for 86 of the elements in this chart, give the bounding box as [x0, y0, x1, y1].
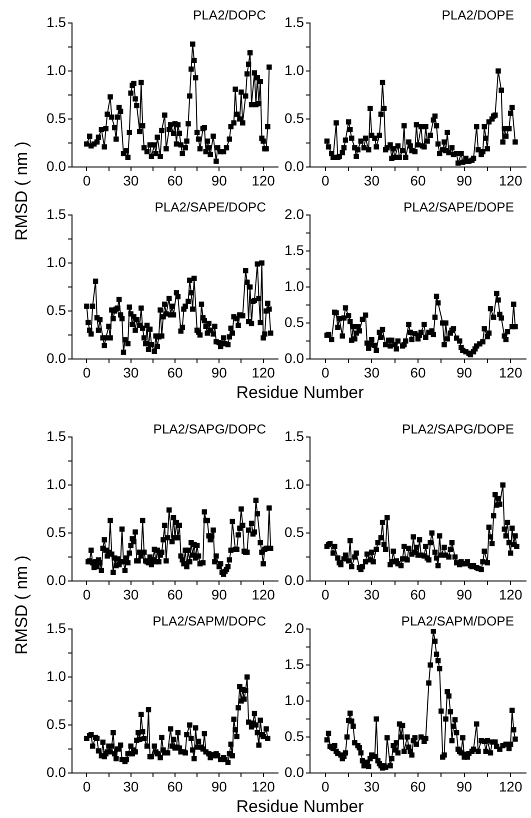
x-tick-label: 90	[211, 172, 228, 188]
x-tick-label: 60	[410, 778, 426, 794]
x-tick-label: 120	[252, 778, 276, 794]
x-tick-label: 60	[410, 586, 426, 602]
chart-title: PLA2/DOPC	[193, 8, 266, 23]
y-tick-label: 0.0	[284, 572, 304, 588]
x-tick-label: 120	[498, 778, 522, 794]
x-tick-label: 60	[167, 364, 183, 380]
x-tick-label: 90	[456, 778, 472, 794]
y-tick-label: 2.0	[284, 620, 304, 636]
y-tick-label: 0.5	[284, 314, 304, 330]
x-tick-label: 30	[364, 586, 380, 602]
y-tick-label: 0.5	[46, 110, 66, 126]
x-tick-label: 90	[211, 778, 228, 794]
y-tick-label: 1.0	[46, 476, 66, 492]
y-tick-label: 0.5	[284, 524, 304, 540]
x-tick-label: 30	[364, 364, 380, 380]
x-axis-title: Residue Number	[235, 382, 365, 404]
x-tick-label: 90	[456, 586, 472, 602]
chart-title: PLA2/SAPM/DOPE	[401, 614, 514, 629]
x-tick-label: 60	[167, 778, 183, 794]
x-tick-label: 30	[364, 172, 380, 188]
y-tick-label: 0.0	[46, 350, 66, 366]
x-tick-label: 60	[410, 172, 426, 188]
y-tick-label: 0.5	[46, 524, 66, 540]
x-tick-label: 120	[498, 364, 522, 380]
y-tick-label: 2.0	[284, 206, 304, 222]
x-tick-label: 30	[123, 778, 139, 794]
y-tick-label: 0.5	[46, 716, 66, 732]
x-tick-label: 30	[123, 364, 139, 380]
x-tick-label: 0	[82, 778, 91, 794]
y-tick-label: 1.5	[46, 428, 66, 444]
y-tick-label: 1.0	[284, 62, 304, 78]
x-tick-label: 0	[322, 364, 330, 380]
y-tick-label: 1.0	[46, 668, 66, 684]
x-tick-label: 120	[252, 586, 276, 602]
y-tick-label: 1.0	[46, 62, 66, 78]
y-tick-label: 1.5	[46, 14, 66, 30]
x-tick-label: 120	[498, 586, 522, 602]
x-tick-label: 0	[322, 172, 330, 188]
y-tick-label: 1.0	[284, 476, 304, 492]
y-tick-label: 0.0	[46, 764, 66, 780]
x-tick-label: 120	[252, 172, 276, 188]
y-tick-label: 1.0	[284, 692, 304, 708]
chart-title: PLA2/SAPE/DOPE	[403, 200, 514, 215]
x-tick-label: 0	[82, 172, 91, 188]
x-tick-label: 120	[252, 364, 276, 380]
x-tick-label: 0	[82, 586, 91, 602]
y-axis-title: RMSD ( nm )	[11, 554, 32, 657]
y-tick-label: 1.5	[284, 242, 304, 258]
y-tick-label: 1.5	[284, 656, 304, 672]
y-tick-label: 0.0	[284, 158, 304, 174]
x-tick-label: 0	[322, 586, 330, 602]
y-tick-label: 0.0	[46, 158, 66, 174]
x-tick-label: 0	[322, 778, 330, 794]
chart-title: PLA2/SAPM/DOPC	[152, 614, 266, 629]
y-tick-label: 0.5	[284, 728, 304, 744]
y-tick-label: 1.5	[284, 428, 304, 444]
x-tick-label: 90	[456, 172, 472, 188]
chart-title: PLA2/SAPG/DOPC	[153, 422, 266, 437]
x-axis-title: Residue Number	[235, 796, 365, 818]
x-tick-label: 30	[123, 586, 139, 602]
y-tick-label: 1.5	[284, 14, 304, 30]
x-tick-label: 0	[82, 364, 91, 380]
x-tick-label: 90	[211, 364, 228, 380]
y-tick-label: 0.5	[284, 110, 304, 126]
y-tick-label: 1.5	[46, 206, 66, 222]
y-tick-label: 0.0	[284, 764, 304, 780]
y-tick-label: 0.0	[46, 572, 66, 588]
x-tick-label: 30	[364, 778, 380, 794]
chart-title: PLA2/SAPE/DOPC	[154, 200, 266, 215]
chart-title: PLA2/SAPG/DOPE	[402, 422, 514, 437]
y-tick-label: 0.0	[284, 350, 304, 366]
x-tick-label: 90	[211, 586, 228, 602]
x-tick-label: 120	[498, 172, 522, 188]
x-tick-label: 60	[167, 586, 183, 602]
y-tick-label: 1.0	[46, 254, 66, 270]
x-tick-label: 60	[167, 172, 183, 188]
x-tick-label: 60	[410, 364, 426, 380]
y-tick-label: 0.5	[46, 302, 66, 318]
x-tick-label: 90	[456, 364, 472, 380]
y-tick-label: 1.0	[284, 278, 304, 294]
y-axis-title: RMSD ( nm )	[11, 140, 32, 243]
chart-title: PLA2/DOPE	[442, 8, 514, 23]
y-tick-label: 1.5	[46, 620, 66, 636]
x-tick-label: 30	[123, 172, 139, 188]
